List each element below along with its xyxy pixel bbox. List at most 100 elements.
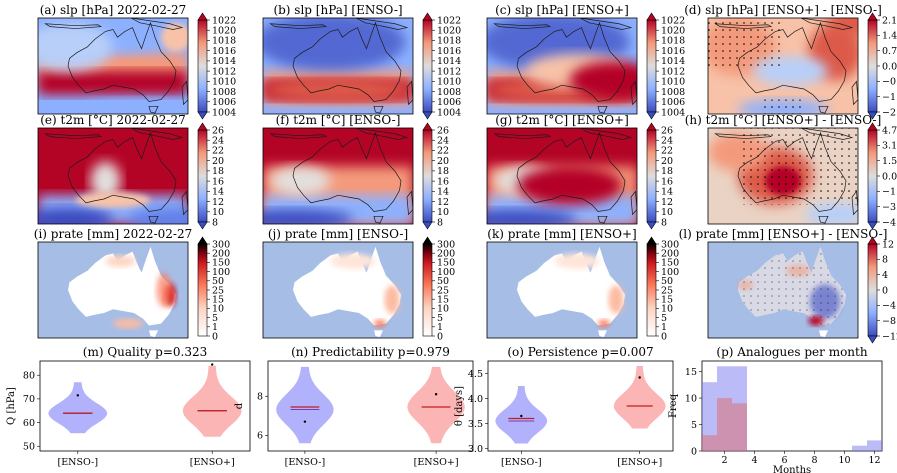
colorbar-tick-label: 1008 <box>212 87 236 98</box>
field-region <box>75 192 151 208</box>
field-region <box>90 161 121 200</box>
colorbar-tick-label: 1 <box>661 322 667 333</box>
colorbar <box>197 19 208 113</box>
land-mask <box>819 330 828 338</box>
coastline <box>493 128 637 216</box>
field-region <box>487 209 577 224</box>
colorbar-tick-label: −8 <box>882 316 896 327</box>
y-tick-label: 4.5 <box>468 369 483 380</box>
histogram-bar <box>732 403 747 451</box>
rain-spot <box>608 285 624 314</box>
coastline <box>818 105 829 114</box>
rain-spot <box>156 272 172 308</box>
colorbar-tick-label: 16 <box>661 176 673 187</box>
violin-body <box>48 382 108 434</box>
colorbar-tick-label: 1012 <box>212 66 236 77</box>
colorbar-tick-label: 12 <box>882 239 894 250</box>
map-field <box>263 18 413 114</box>
colorbar-tick-label: 1022 <box>661 15 685 26</box>
significance-stipple <box>738 128 858 205</box>
x-tick-label: [ENSO+] <box>414 457 459 468</box>
colorbar-tick-label: 10 <box>212 304 224 315</box>
colorbar-tick-label: 50 <box>212 276 224 287</box>
field-region <box>805 202 858 224</box>
colorbar-tick-label: 1006 <box>437 97 461 108</box>
colorbar-tick-label: 50 <box>661 276 673 287</box>
map-title: (h) t2m [°C] [ENSO+] - [ENSO-] <box>685 113 882 127</box>
coastline <box>269 128 413 216</box>
colorbar-tick-label: 8 <box>661 217 667 228</box>
coastline <box>67 131 177 212</box>
map-title: (a) slp [hPa] 2022-02-27 <box>40 3 187 17</box>
rain-spot <box>374 319 386 328</box>
map-title: (d) slp [hPa] [ENSO+] - [ENSO-] <box>684 3 882 17</box>
x-tick-label: [ENSO-] <box>58 457 99 468</box>
colorbar-extend-min <box>646 221 657 230</box>
colorbar-extend-max <box>867 122 878 131</box>
coastline <box>44 128 188 216</box>
land-mask <box>598 330 607 338</box>
colorbar-tick-label: 12 <box>212 197 224 208</box>
map-title: (j) prate [mm] [ENSO-] <box>268 227 408 241</box>
significance-stipple <box>738 246 846 326</box>
colorbar-tick-label: −0.72 <box>882 77 897 88</box>
colorbar-tick-label: 26 <box>437 125 449 136</box>
map-field <box>38 242 188 338</box>
violin-point <box>520 414 523 418</box>
map-title: (c) slp [hPa] [ENSO+] <box>495 3 629 17</box>
x-tick-label: 2 <box>721 455 727 466</box>
colorbar-tick-label: 1016 <box>661 46 685 57</box>
colorbar-tick-label: 150 <box>661 258 679 269</box>
colorbar-tick-label: 1.44 <box>882 31 897 42</box>
x-tick-label: 6 <box>781 455 787 466</box>
colorbar-extend-max <box>646 236 657 245</box>
colorbar-tick-label: −2.16 <box>882 107 897 118</box>
map-panel-l: (l) prate [mm] [ENSO+] - [ENSO-]12 8 4 0 −4 −… <box>679 227 897 344</box>
colorbar <box>422 129 433 223</box>
histogram-bar <box>717 398 732 451</box>
colorbar-tick-label: −1.44 <box>882 92 897 103</box>
colorbar-tick-label: 150 <box>437 258 455 269</box>
colorbar-tick-label: 200 <box>661 249 679 260</box>
map-field <box>487 242 637 338</box>
colorbar-tick-label: 1016 <box>437 46 461 57</box>
x-tick-label: [ENSO-] <box>501 457 542 468</box>
field-region <box>263 78 413 102</box>
histogram-bar <box>702 435 717 451</box>
colorbar-tick-label: 200 <box>212 249 230 260</box>
colorbar-tick-label: 1004 <box>661 107 685 118</box>
colorbar-tick-label: 4.77 <box>882 125 897 136</box>
colorbar-tick-label: 1006 <box>661 97 685 108</box>
land-mask <box>293 246 401 326</box>
map-frame <box>486 127 638 225</box>
map-frame <box>37 241 189 339</box>
y-tick-label: 60 <box>23 418 35 429</box>
colorbar-tick-label: 22 <box>661 146 673 157</box>
colorbar-extend-min <box>197 221 208 230</box>
colorbar-tick-label: 1010 <box>212 77 236 88</box>
colorbar-tick-label: 15 <box>437 295 449 306</box>
coastline <box>373 215 384 224</box>
colorbar-tick-label: 18 <box>661 166 673 177</box>
field-region <box>83 99 188 114</box>
colorbar-tick-label: 14 <box>212 187 224 198</box>
colorbar-tick-label: 1004 <box>437 107 461 118</box>
map-title: (g) t2m [°C] [ENSO+] <box>495 113 629 127</box>
y-tick-label: 0 <box>691 446 697 457</box>
coastline <box>148 105 159 114</box>
histogram-bar <box>702 382 717 451</box>
y-axis-label: Freq <box>668 393 679 418</box>
violin-point <box>638 376 641 379</box>
colorbar-extend-min <box>422 111 433 120</box>
colorbar-tick-label: 100 <box>212 267 230 278</box>
y-tick-label: 3.0 <box>468 444 483 455</box>
map-panel-j: (j) prate [mm] [ENSO-]300200150100502515… <box>262 227 455 342</box>
x-tick-label: [ENSO+] <box>617 457 662 468</box>
colorbar-extend-min <box>867 335 878 344</box>
colorbar-extend-min <box>867 221 878 230</box>
violin-body <box>495 386 548 444</box>
chart-panel-3: (o) Persistence p=0.007 θ [days] 3.0 3.5 4.0… <box>454 345 674 468</box>
colorbar-tick-label: 1.59 <box>882 156 897 167</box>
map-frame <box>486 17 638 115</box>
colorbar <box>867 19 878 113</box>
